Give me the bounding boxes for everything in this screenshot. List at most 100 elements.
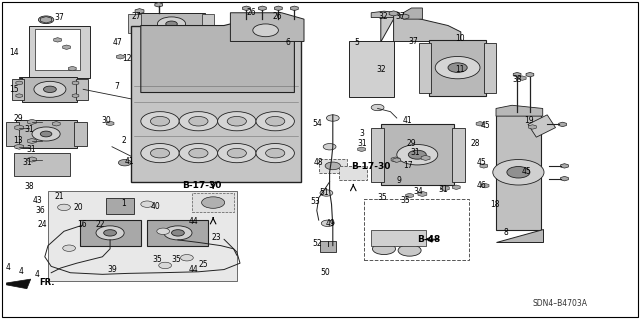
Polygon shape bbox=[484, 43, 496, 93]
Polygon shape bbox=[135, 9, 144, 14]
Text: 13: 13 bbox=[13, 136, 23, 145]
Polygon shape bbox=[513, 72, 521, 77]
Circle shape bbox=[227, 116, 246, 126]
Polygon shape bbox=[106, 121, 114, 126]
Polygon shape bbox=[116, 55, 124, 59]
Polygon shape bbox=[371, 11, 398, 18]
Text: 35: 35 bbox=[400, 197, 410, 205]
Circle shape bbox=[202, 197, 225, 208]
Circle shape bbox=[435, 56, 480, 79]
Polygon shape bbox=[518, 76, 526, 80]
Polygon shape bbox=[48, 191, 237, 281]
Polygon shape bbox=[496, 115, 541, 230]
Polygon shape bbox=[194, 37, 203, 42]
Polygon shape bbox=[54, 38, 61, 42]
Polygon shape bbox=[147, 220, 208, 246]
Text: 22: 22 bbox=[95, 220, 104, 229]
Text: 31: 31 bbox=[26, 145, 36, 154]
Text: 6: 6 bbox=[285, 38, 291, 47]
Text: 25: 25 bbox=[198, 260, 209, 269]
Text: 4: 4 bbox=[19, 267, 24, 276]
Text: 7: 7 bbox=[115, 82, 120, 91]
Polygon shape bbox=[526, 72, 534, 77]
Circle shape bbox=[38, 16, 54, 24]
Circle shape bbox=[58, 204, 70, 211]
Polygon shape bbox=[15, 144, 24, 149]
Polygon shape bbox=[72, 81, 79, 85]
Polygon shape bbox=[22, 77, 77, 102]
Text: 39: 39 bbox=[108, 265, 118, 274]
Text: 11: 11 bbox=[455, 65, 464, 74]
Circle shape bbox=[63, 245, 76, 251]
Circle shape bbox=[141, 144, 179, 163]
Polygon shape bbox=[72, 94, 79, 98]
Polygon shape bbox=[230, 13, 304, 41]
Polygon shape bbox=[440, 186, 449, 191]
Text: 24: 24 bbox=[37, 220, 47, 229]
Circle shape bbox=[325, 162, 340, 170]
Polygon shape bbox=[389, 11, 398, 16]
Polygon shape bbox=[452, 128, 465, 182]
Circle shape bbox=[266, 116, 285, 126]
Text: 12: 12 bbox=[122, 54, 131, 63]
Polygon shape bbox=[381, 124, 454, 185]
Circle shape bbox=[32, 127, 60, 141]
Circle shape bbox=[323, 144, 336, 150]
Polygon shape bbox=[320, 241, 336, 252]
Circle shape bbox=[141, 201, 154, 207]
Circle shape bbox=[256, 144, 294, 163]
Circle shape bbox=[164, 226, 192, 240]
Circle shape bbox=[179, 112, 218, 131]
Polygon shape bbox=[52, 122, 60, 126]
Text: 29: 29 bbox=[406, 139, 417, 148]
Text: 40: 40 bbox=[150, 202, 161, 211]
Text: 30: 30 bbox=[101, 116, 111, 125]
Polygon shape bbox=[14, 153, 70, 176]
Text: B-48: B-48 bbox=[417, 235, 440, 244]
Text: 18: 18 bbox=[490, 200, 499, 209]
Polygon shape bbox=[421, 155, 430, 160]
Text: 49: 49 bbox=[325, 219, 335, 228]
Circle shape bbox=[172, 230, 184, 236]
Text: 45: 45 bbox=[522, 167, 532, 176]
Circle shape bbox=[166, 21, 177, 27]
Text: 41: 41 bbox=[402, 116, 412, 125]
Text: FR.: FR. bbox=[40, 278, 55, 287]
Polygon shape bbox=[80, 220, 141, 246]
Polygon shape bbox=[481, 183, 489, 188]
Polygon shape bbox=[68, 66, 76, 71]
Circle shape bbox=[218, 112, 256, 131]
Text: B-17-30: B-17-30 bbox=[182, 181, 222, 189]
Polygon shape bbox=[16, 94, 22, 98]
Circle shape bbox=[408, 150, 426, 159]
Text: 26: 26 bbox=[272, 12, 282, 21]
Text: 1: 1 bbox=[121, 199, 126, 208]
Polygon shape bbox=[349, 41, 394, 97]
Text: 31: 31 bbox=[438, 185, 449, 194]
Polygon shape bbox=[371, 128, 384, 182]
Circle shape bbox=[256, 112, 294, 131]
Polygon shape bbox=[106, 198, 134, 214]
Text: 9: 9 bbox=[396, 176, 401, 185]
Circle shape bbox=[150, 148, 170, 158]
Circle shape bbox=[150, 116, 170, 126]
Circle shape bbox=[253, 24, 278, 37]
Text: 50: 50 bbox=[320, 268, 330, 277]
Polygon shape bbox=[528, 115, 556, 137]
Polygon shape bbox=[480, 164, 488, 168]
Text: 5: 5 bbox=[355, 38, 360, 47]
Polygon shape bbox=[12, 79, 24, 100]
Circle shape bbox=[326, 115, 339, 121]
Text: 29: 29 bbox=[13, 114, 23, 123]
Polygon shape bbox=[358, 147, 365, 152]
Text: 51: 51 bbox=[319, 189, 329, 197]
Text: 4: 4 bbox=[6, 263, 11, 272]
Polygon shape bbox=[561, 164, 568, 168]
Text: 47: 47 bbox=[112, 38, 122, 47]
Polygon shape bbox=[418, 191, 427, 197]
Polygon shape bbox=[259, 6, 266, 11]
Text: 26: 26 bbox=[246, 8, 256, 17]
Text: 10: 10 bbox=[454, 34, 465, 43]
Circle shape bbox=[180, 255, 193, 261]
Circle shape bbox=[266, 148, 285, 158]
